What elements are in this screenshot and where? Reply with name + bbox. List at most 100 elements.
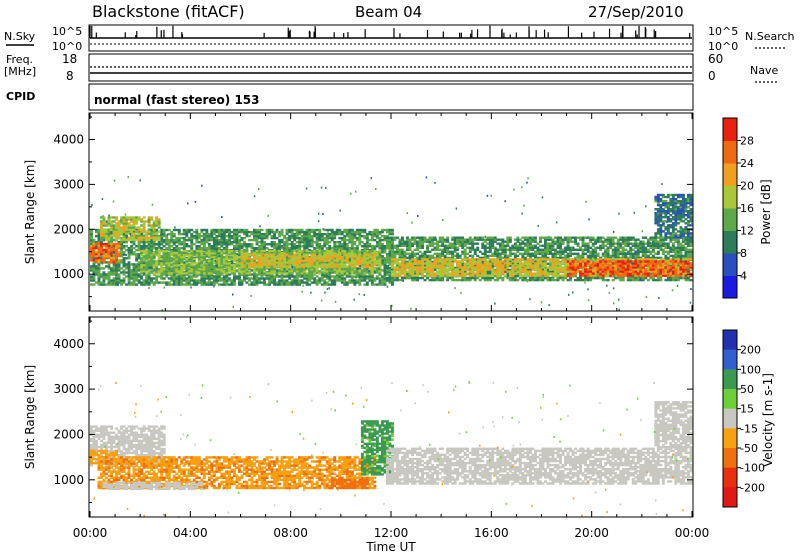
- heatmap-cell: [345, 252, 349, 255]
- heatmap-cell: [197, 232, 201, 236]
- heatmap-cell: [152, 232, 156, 235]
- heatmap-cell: [175, 272, 179, 275]
- heatmap-cell: [471, 256, 475, 260]
- heatmap-cell: [137, 247, 141, 250]
- heatmap-cell: [175, 258, 179, 261]
- heatmap-cell: [217, 232, 221, 236]
- heatmap-cell: [107, 243, 111, 246]
- heatmap-cell: [338, 232, 342, 236]
- heatmap-cell: [478, 278, 482, 282]
- heatmap-cell: [212, 256, 216, 259]
- heatmap-cell: [255, 249, 259, 253]
- heatmap-cell: [162, 256, 166, 259]
- heatmap-cell: [320, 262, 324, 265]
- heatmap-cell: [391, 236, 394, 239]
- heatmap-cell: [162, 281, 166, 284]
- heatmap-cell: [513, 242, 517, 245]
- heatmap-cell: [516, 248, 520, 251]
- heatmap-cell: [305, 263, 309, 266]
- heatmap-cell: [511, 248, 515, 251]
- heatmap-cell: [182, 268, 186, 271]
- heatmap-cell: [508, 264, 512, 268]
- nsky-panel: N.Sky 10^5 10^0 10^5 10^0 N.Search: [4, 24, 795, 53]
- heatmap-cell: [288, 277, 292, 280]
- heatmap-cell: [513, 276, 517, 280]
- heatmap-cell: [290, 272, 294, 275]
- heatmap-cell: [453, 266, 457, 270]
- heatmap-cell: [438, 244, 442, 247]
- heatmap-cell: [355, 232, 359, 236]
- heatmap-cell: [441, 254, 445, 258]
- heatmap-cell: [122, 245, 126, 248]
- heatmap-cell: [165, 254, 169, 257]
- heatmap-cell: [235, 253, 239, 256]
- heatmap-cell: [233, 256, 236, 259]
- heatmap-cell: [167, 266, 171, 269]
- heatmap-cell: [270, 281, 274, 284]
- heatmap-cell: [350, 241, 354, 244]
- heatmap-cell: [303, 249, 307, 253]
- heatmap-cell: [180, 268, 184, 271]
- heatmap-cell: [92, 252, 96, 256]
- heatmap-cell: [165, 258, 169, 261]
- heatmap-cell: [248, 262, 251, 265]
- heatmap-cell: [290, 247, 294, 250]
- heatmap-cell: [207, 234, 211, 238]
- heatmap-cell: [273, 255, 276, 258]
- heatmap-cell: [140, 283, 144, 286]
- heatmap-cell: [135, 275, 139, 278]
- heatmap-cell: [310, 272, 314, 275]
- heatmap-cell: [521, 242, 525, 245]
- heatmap-cell: [255, 263, 259, 266]
- heatmap-cell: [310, 270, 314, 273]
- heatmap-cell: [288, 261, 292, 264]
- heatmap-cell: [426, 256, 429, 260]
- heatmap-cell: [255, 234, 259, 238]
- heatmap-cell: [200, 260, 204, 263]
- heatmap-cell: [285, 283, 289, 286]
- heatmap-cell: [315, 275, 319, 278]
- heatmap-cell: [360, 241, 364, 244]
- heatmap-cell: [408, 240, 412, 243]
- heatmap-cell: [110, 232, 113, 236]
- heatmap-cell: [278, 272, 281, 275]
- heatmap-cell: [340, 257, 344, 260]
- heatmap-cell: [90, 265, 93, 268]
- heatmap-cell: [235, 262, 239, 265]
- heatmap-cell: [353, 272, 357, 275]
- heatmap-cell: [202, 266, 206, 269]
- heatmap-cell: [340, 265, 344, 268]
- heatmap-cell: [456, 238, 460, 241]
- heatmap-cell: [503, 244, 507, 247]
- heatmap-cell: [293, 279, 297, 282]
- heatmap-cell: [491, 246, 495, 249]
- heatmap-cell: [127, 269, 131, 272]
- heatmap-cell: [210, 236, 214, 240]
- heatmap-cell: [140, 247, 144, 250]
- heatmap-cell: [235, 232, 239, 236]
- heatmap-cell: [313, 232, 317, 236]
- heatmap-cell: [238, 230, 241, 234]
- heatmap-cell: [102, 250, 106, 254]
- beam-title: Beam 04: [355, 3, 422, 21]
- heatmap-cell: [182, 230, 186, 234]
- heatmap-cell: [100, 267, 103, 270]
- heatmap-cell: [348, 254, 352, 257]
- heatmap-cell: [358, 257, 362, 260]
- heatmap-cell: [175, 254, 179, 257]
- heatmap-cell: [110, 245, 113, 248]
- heatmap-cell: [315, 279, 319, 282]
- heatmap-cell: [160, 275, 164, 278]
- heatmap-cell: [107, 232, 111, 236]
- heatmap-cell: [182, 241, 186, 244]
- heatmap-cell: [192, 262, 196, 265]
- heatmap-cell: [268, 243, 271, 246]
- heatmap-cell: [353, 279, 357, 282]
- heatmap-cell: [529, 240, 532, 243]
- heatmap-cell: [416, 264, 419, 268]
- heatmap-cell: [421, 254, 424, 258]
- heatmap-cell: [303, 247, 307, 250]
- heatmap-cell: [438, 238, 442, 241]
- heatmap-cell: [137, 273, 141, 276]
- heatmap-cell: [401, 240, 404, 243]
